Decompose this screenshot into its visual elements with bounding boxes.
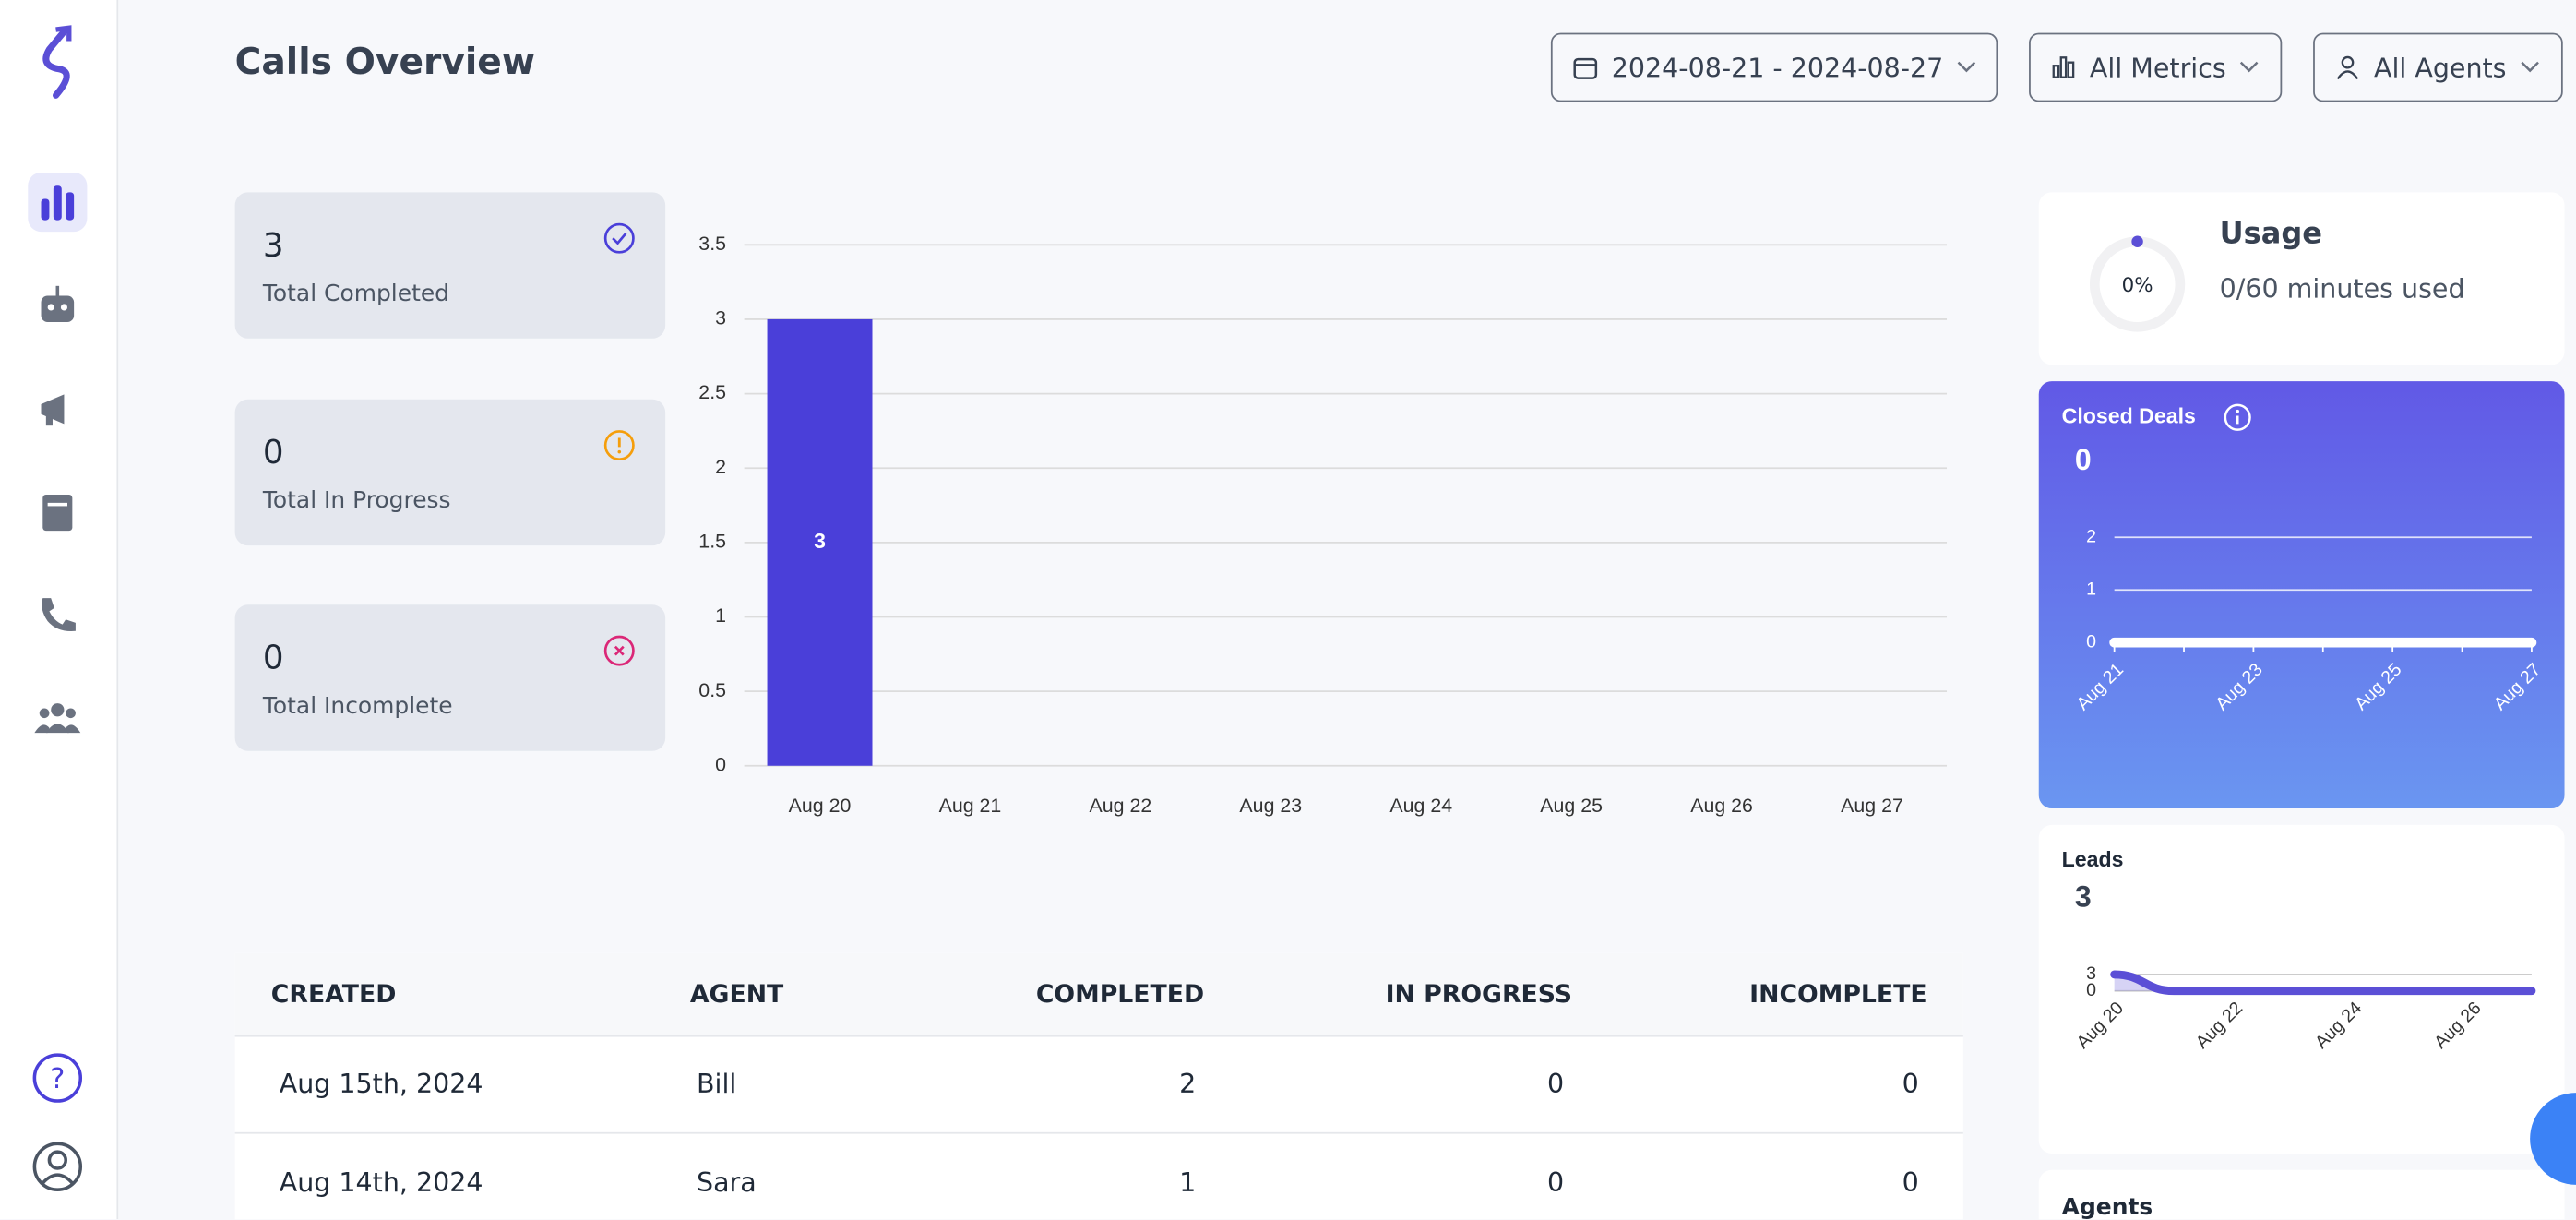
table-cell: 0 (1902, 1166, 1919, 1199)
chart-total: 0 (2075, 443, 2092, 476)
nav-help[interactable]: ? (28, 1048, 87, 1107)
nav-agents[interactable] (28, 276, 87, 335)
y-tick-label: 2 (715, 456, 726, 478)
x-tick-label: Aug 20 (2073, 998, 2129, 1053)
calls-table: CREATED AGENT COMPLETED IN PROGRESS INCOMPLE… (234, 952, 1963, 1220)
usage-title: Usage (2219, 217, 2323, 252)
x-tick-label: Aug 23 (1239, 795, 1302, 817)
x-tick-label: Aug 22 (1090, 795, 1152, 817)
table-cell: Aug 14th, 2024 (279, 1166, 483, 1199)
y-tick-label: 0 (715, 753, 726, 775)
table-header (234, 952, 1963, 1037)
date-range: 2024-08-21 - 2024-08-27 (1611, 52, 1944, 83)
page-title: Calls Overview (234, 42, 536, 84)
x-tick-label: Aug 20 (789, 795, 852, 817)
stat-label: Total Completed (262, 281, 450, 307)
y-tick-label: 0.5 (698, 679, 726, 701)
usage-card: 0% Usage 0/60 minutes used (2038, 192, 2565, 365)
nav-calls[interactable] (28, 585, 87, 644)
table-cell: 0 (1547, 1068, 1565, 1100)
metrics-filter[interactable]: All Metrics (2029, 32, 2283, 102)
table-cell: 0 (1547, 1166, 1565, 1199)
x-tick-label: Aug 21 (939, 795, 1002, 817)
stat-card: 0 Total Incomplete (234, 604, 666, 751)
stat-card: 3 Total Completed (234, 192, 666, 339)
usage-percent: 0% (2122, 274, 2153, 297)
nav-profile[interactable] (28, 1137, 87, 1196)
stat-label: Total Incomplete (262, 693, 453, 720)
warning-icon (603, 430, 635, 461)
y-tick-label: 3 (2086, 963, 2096, 984)
closed-deals-card (2038, 381, 2565, 809)
y-tick-label: 3 (715, 307, 726, 329)
agents-title: Agents (2061, 1194, 2153, 1220)
agents-filter[interactable]: All Agents (2313, 32, 2563, 102)
x-tick-label: Aug 25 (2351, 659, 2406, 714)
x-tick-label: Aug 24 (2311, 998, 2367, 1053)
y-tick-label: 3.5 (698, 233, 726, 255)
x-tick-label: Aug 26 (1690, 795, 1753, 817)
x-tick-label: Aug 21 (2073, 660, 2128, 714)
table-cell: 0 (1902, 1068, 1919, 1100)
column-header: INCOMPLETE (1749, 979, 1927, 1010)
row-divider (234, 1131, 1963, 1134)
x-tick-label: Aug 27 (2490, 660, 2545, 714)
metrics-label: All Metrics (2089, 52, 2226, 83)
table-cell: Bill (696, 1068, 737, 1100)
stat-card: 0 Total In Progress (234, 399, 666, 546)
y-tick-label: 1 (2086, 579, 2096, 599)
y-tick-label: 1 (715, 604, 726, 627)
chart-title: Leads (2062, 847, 2124, 871)
table-cell: Sara (696, 1166, 757, 1199)
error-icon (603, 635, 635, 666)
logo[interactable] (33, 23, 82, 102)
sidebar: ? (0, 0, 119, 1220)
column-header: COMPLETED (1035, 979, 1205, 1010)
nav-knowledge[interactable] (28, 483, 87, 542)
agents-card: Agents (2038, 1169, 2565, 1220)
chart-title: Closed Deals (2062, 403, 2196, 427)
column-header: IN PROGRESS (1385, 979, 1573, 1010)
line-series (2110, 970, 2536, 996)
svg-text:?: ? (50, 1063, 65, 1095)
check-icon (603, 222, 635, 254)
info-icon[interactable] (2223, 402, 2252, 432)
y-tick-label: 0 (2086, 980, 2096, 1000)
table-cell: Aug 15th, 2024 (279, 1068, 483, 1100)
bar-value-label: 3 (814, 529, 826, 553)
stat-value: 0 (262, 637, 284, 677)
x-tick-label: Aug 23 (2212, 659, 2267, 714)
x-tick-label: Aug 25 (1540, 795, 1603, 817)
column-header: AGENT (689, 979, 784, 1010)
y-tick-label: 2.5 (698, 381, 726, 403)
usage-ring: 0% (2089, 235, 2186, 332)
table-cell: 2 (1179, 1068, 1197, 1100)
stat-label: Total In Progress (262, 487, 451, 515)
nav-dashboard[interactable] (28, 172, 88, 233)
stat-value: 0 (262, 432, 284, 472)
x-tick-label: Aug 22 (2192, 998, 2247, 1052)
nav-campaigns[interactable] (28, 379, 87, 438)
y-tick-label: 0 (2086, 631, 2096, 652)
agents-label: All Agents (2373, 52, 2507, 83)
x-tick-label: Aug 24 (1389, 795, 1452, 817)
bar (767, 318, 873, 766)
column-header: CREATED (270, 979, 397, 1010)
table-cell: 1 (1179, 1166, 1197, 1199)
date-filter[interactable]: 2024-08-21 - 2024-08-27 (1550, 32, 1998, 102)
x-tick-label: Aug 27 (1841, 795, 1903, 817)
stat-value: 3 (262, 224, 284, 265)
y-tick-label: 2 (2086, 526, 2096, 546)
x-tick-label: Aug 26 (2430, 998, 2486, 1053)
usage-detail: 0/60 minutes used (2219, 272, 2465, 305)
chart-total: 3 (2075, 879, 2092, 913)
nav-team[interactable] (28, 688, 87, 748)
y-tick-label: 1.5 (698, 530, 726, 552)
